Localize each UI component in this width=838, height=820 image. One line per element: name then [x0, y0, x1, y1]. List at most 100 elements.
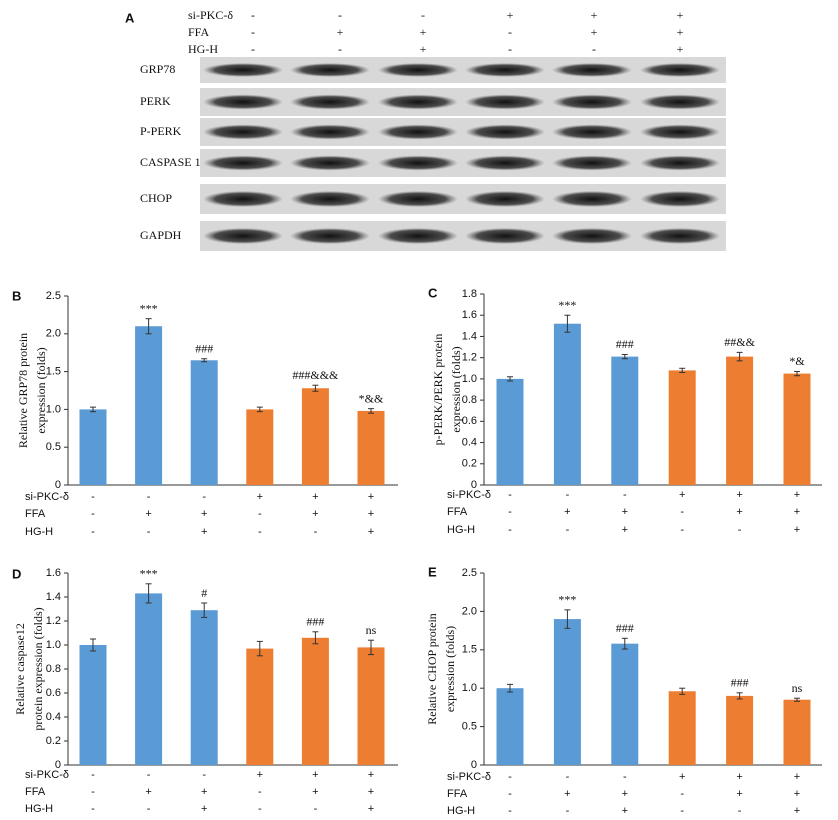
blot-band [640, 124, 720, 140]
condition-sign: + [312, 508, 318, 520]
condition-sign: - [91, 491, 95, 503]
blot-band [203, 155, 283, 171]
condition-sign: + [794, 489, 800, 501]
y-tick-label: 1.5 [46, 366, 61, 378]
annotation: *** [558, 298, 576, 312]
condition-sign: - [566, 489, 570, 501]
condition-sign: + [201, 526, 207, 538]
blot-band [640, 62, 720, 78]
condition-label: si-PKC-δ [447, 771, 491, 783]
condition-sign: - [91, 803, 95, 815]
blot-strip [200, 118, 726, 146]
blot-band [203, 190, 283, 208]
condition-sign: - [258, 508, 262, 520]
error-bar [256, 406, 263, 413]
error-bar [621, 637, 628, 650]
y-tick-label: 0.5 [46, 441, 61, 453]
y-axis-label: protein expression (folds) [31, 607, 45, 730]
condition-sign: + [312, 769, 318, 781]
error-bar [679, 367, 686, 374]
blot-band [203, 227, 283, 245]
y-tick-label: 0.6 [46, 687, 61, 699]
blot-band [552, 62, 632, 78]
condition-label: HG-H [447, 805, 475, 817]
condition-sign: + [591, 25, 598, 39]
annotation: # [201, 586, 207, 600]
blot-band [465, 62, 545, 78]
condition-sign: + [507, 8, 514, 22]
condition-sign: + [736, 771, 742, 783]
condition-label: FFA [25, 508, 46, 520]
condition-sign: + [145, 508, 151, 520]
blot-strip [200, 149, 726, 177]
condition-sign: + [794, 506, 800, 518]
condition-sign: + [201, 786, 207, 798]
condition-sign: + [622, 805, 628, 817]
condition-sign: - [338, 8, 342, 22]
condition-sign: - [147, 769, 151, 781]
condition-sign: - [508, 805, 512, 817]
bar [496, 378, 524, 485]
bar [783, 699, 811, 765]
condition-sign: - [623, 489, 627, 501]
annotation: ### [616, 621, 634, 635]
bar [553, 619, 581, 765]
condition-sign: + [564, 788, 570, 800]
protein-label: CASPASE 12 [140, 155, 207, 169]
y-tick-label: 2.0 [462, 605, 477, 617]
condition-sign: + [368, 769, 374, 781]
blot-band [465, 155, 545, 171]
y-axis-label: Relative CHOP protein [425, 613, 439, 725]
bar [190, 610, 218, 765]
blot-band [203, 94, 283, 110]
y-tick-label: 0.4 [46, 711, 61, 723]
blot-band [552, 94, 632, 110]
bar [553, 323, 581, 485]
condition-sign: + [622, 506, 628, 518]
condition-sign: - [314, 803, 318, 815]
error-bar [90, 638, 96, 652]
condition-sign: - [258, 786, 262, 798]
condition-sign: + [368, 803, 374, 815]
blot-band [640, 155, 720, 171]
blot-band [378, 227, 458, 245]
condition-sign: - [202, 769, 206, 781]
blot-band [552, 124, 632, 140]
panel-label: E [428, 564, 437, 579]
bar [726, 356, 754, 485]
y-axis-label: p-PERK/PERK protein [431, 334, 445, 446]
y-axis-label: expression (folds) [443, 626, 457, 712]
error-bar [90, 406, 96, 413]
bar [246, 409, 274, 485]
condition-sign: + [794, 805, 800, 817]
condition-sign: + [677, 8, 684, 22]
y-tick-label: 1.6 [46, 567, 61, 579]
bar [301, 637, 329, 765]
condition-sign: - [508, 506, 512, 518]
condition-sign: - [508, 42, 512, 56]
blot-band [552, 190, 632, 208]
condition-sign: - [508, 771, 512, 783]
blot-band [290, 62, 370, 78]
y-tick-label: 1.0 [462, 373, 477, 385]
condition-sign: + [257, 491, 263, 503]
bar [79, 409, 107, 485]
annotation: *** [140, 301, 158, 315]
blot-band [290, 155, 370, 171]
condition-sign: + [736, 506, 742, 518]
error-bar [312, 384, 319, 392]
blot-band [465, 94, 545, 110]
blot-strip [200, 88, 726, 116]
blot-band [203, 62, 283, 78]
bar [496, 688, 524, 765]
condition-sign: + [420, 25, 427, 39]
condition-sign: + [368, 786, 374, 798]
condition-sign: + [679, 489, 685, 501]
protein-label: GRP78 [140, 62, 175, 76]
y-tick-label: 2.0 [46, 328, 61, 340]
condition-sign: - [421, 8, 425, 22]
condition-sign: - [680, 788, 684, 800]
error-bar [507, 376, 513, 382]
condition-label: si-PKC-δ [447, 489, 491, 501]
y-tick-label: 1.2 [46, 615, 61, 627]
